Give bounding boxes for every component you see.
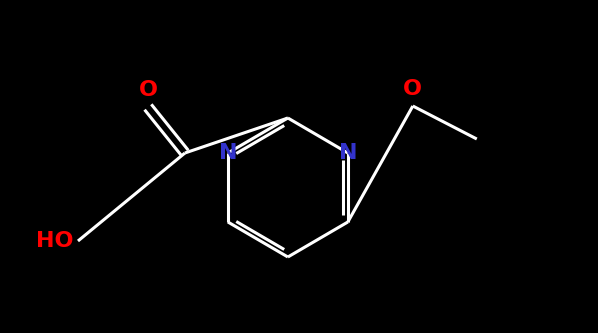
Text: N: N [219,143,237,163]
Text: HO: HO [36,231,74,251]
Text: O: O [403,79,422,99]
Text: N: N [338,143,357,163]
Text: O: O [138,80,157,100]
